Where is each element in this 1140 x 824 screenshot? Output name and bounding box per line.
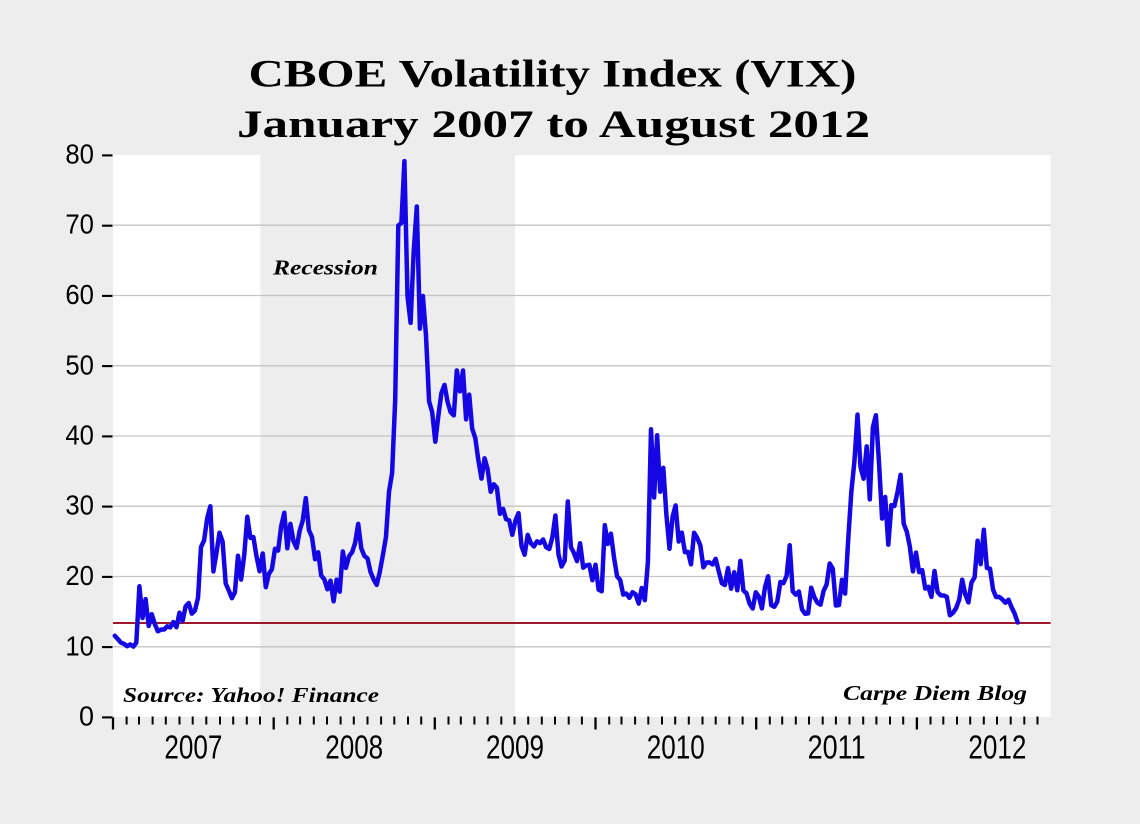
svg-text:2007: 2007 <box>164 730 222 767</box>
svg-text:January 2007 to August 2012: January 2007 to August 2012 <box>237 103 870 146</box>
svg-text:2011: 2011 <box>808 730 866 767</box>
svg-text:Recession: Recession <box>272 256 378 280</box>
svg-text:80: 80 <box>65 139 94 170</box>
svg-text:2008: 2008 <box>325 730 383 767</box>
svg-text:CBOE Volatility Index (VIX): CBOE Volatility Index (VIX) <box>249 53 857 96</box>
svg-text:Carpe Diem Blog: Carpe Diem Blog <box>843 681 1027 705</box>
svg-text:2010: 2010 <box>647 730 705 767</box>
svg-text:60: 60 <box>65 279 94 310</box>
svg-text:2012: 2012 <box>968 730 1026 767</box>
svg-text:Source: Yahoo! Finance: Source: Yahoo! Finance <box>123 683 379 707</box>
svg-text:70: 70 <box>65 209 94 240</box>
svg-text:30: 30 <box>65 490 94 521</box>
svg-text:50: 50 <box>65 349 94 380</box>
svg-text:20: 20 <box>65 560 94 591</box>
svg-text:0: 0 <box>79 701 94 732</box>
svg-text:2009: 2009 <box>486 730 544 767</box>
svg-text:10: 10 <box>65 630 94 661</box>
svg-text:40: 40 <box>65 420 94 451</box>
